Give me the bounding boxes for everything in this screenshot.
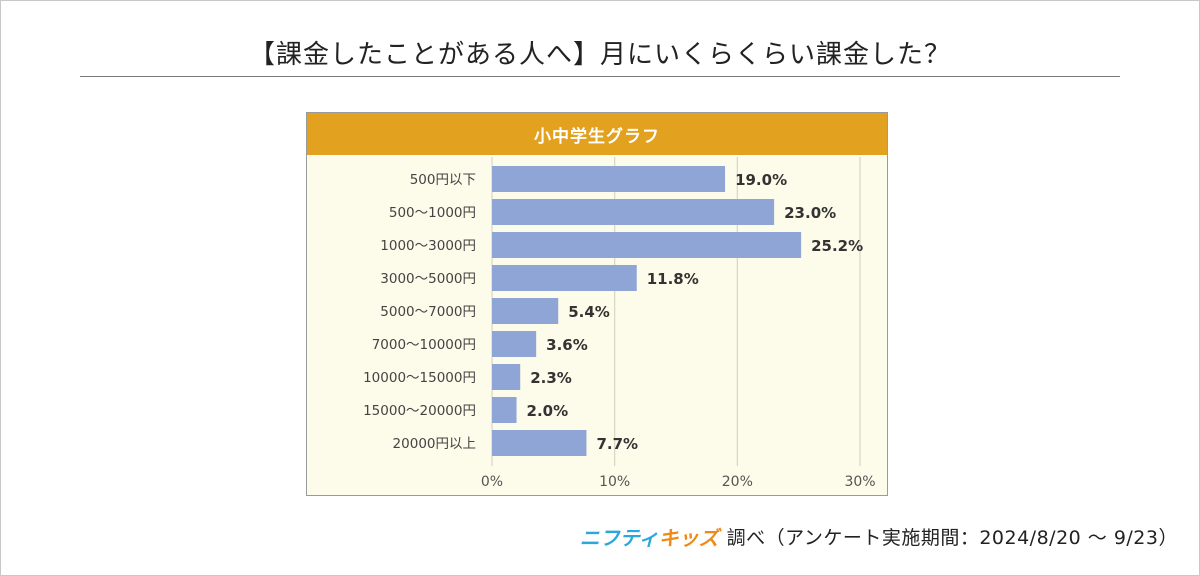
value-label: 7.7% [596, 435, 638, 453]
footer: ニフティ キッズ 調べ（アンケート実施期間：2024/8/20 ～ 9/23） [580, 522, 1178, 551]
x-tick-label: 20% [722, 474, 753, 490]
value-label: 3.6% [546, 336, 588, 354]
nifty-kids-logo: ニフティ キッズ [580, 522, 719, 551]
bar [492, 166, 726, 192]
category-label: 7000〜10000円 [372, 337, 476, 353]
page-title: 【課金したことがある人へ】月にいくらくらい課金した？ [248, 40, 951, 70]
category-label: 5000〜7000円 [380, 304, 476, 320]
category-label: 10000〜15000円 [363, 370, 476, 386]
value-label: 11.8% [647, 270, 699, 288]
survey-source-note: 調べ（アンケート実施期間：2024/8/20 ～ 9/23） [726, 527, 1178, 549]
bar [492, 265, 637, 291]
bar [492, 430, 587, 456]
title-divider [80, 76, 1120, 77]
bar [492, 232, 802, 258]
category-label: 3000〜5000円 [380, 271, 476, 287]
x-tick-label: 10% [599, 474, 630, 490]
value-label: 23.0% [784, 204, 836, 222]
bar [492, 397, 517, 423]
bar [492, 298, 559, 324]
bar [492, 331, 537, 357]
value-label: 2.0% [527, 402, 569, 420]
chart-panel: 0% 10% 20% 30% 500円以下 19.0% 500〜1000円 23.0% 1000… [306, 112, 888, 496]
value-label: 19.0% [735, 171, 787, 189]
chart-title: 小中学生グラフ [307, 113, 887, 155]
category-label: 1000〜3000円 [380, 238, 476, 254]
logo-text-kids: キッズ [658, 526, 719, 550]
bar-chart: 0% 10% 20% 30% 500円以下 19.0% 500〜1000円 23.0% 1000… [363, 157, 876, 490]
x-tick-label: 30% [844, 474, 875, 490]
x-tick-label: 0% [481, 474, 503, 490]
bar [492, 364, 521, 390]
category-label: 500〜1000円 [389, 205, 476, 221]
value-label: 2.3% [530, 369, 572, 387]
category-label: 15000〜20000円 [363, 403, 476, 419]
category-label: 500円以下 [410, 172, 476, 188]
category-label: 20000円以上 [393, 436, 476, 452]
value-label: 25.2% [811, 237, 863, 255]
logo-text-nifty: ニフティ [579, 526, 659, 550]
value-label: 5.4% [568, 303, 610, 321]
bar [492, 199, 775, 225]
